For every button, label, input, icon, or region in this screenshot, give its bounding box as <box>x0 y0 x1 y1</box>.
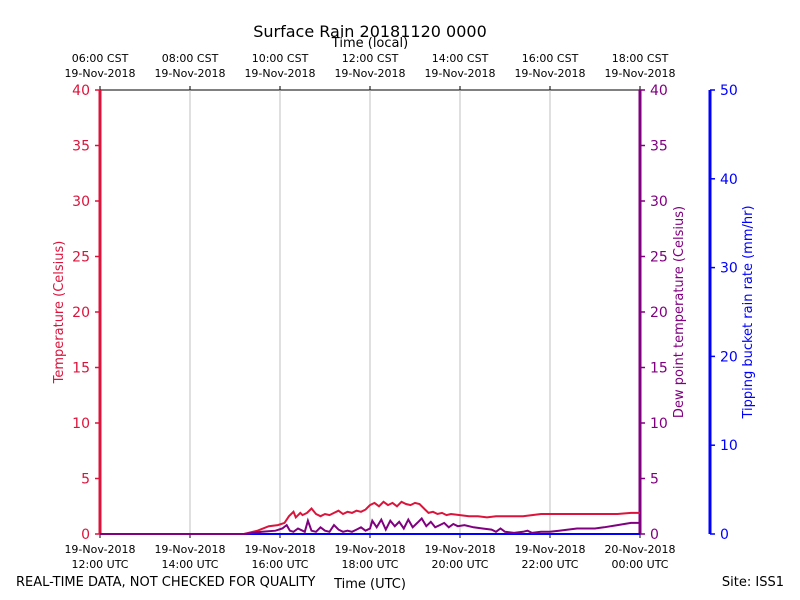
dewpoint-tick-label: 0 <box>650 527 659 543</box>
dewpoint-tick-label: 15 <box>650 361 668 377</box>
bottom-time-ticks: 19-Nov-2018 12:00 UTC 19-Nov-2018 14:00 UTC… <box>64 534 676 571</box>
bottom-tick-date: 19-Nov-2018 <box>64 543 135 556</box>
dewpoint-tick-label: 5 <box>650 472 659 488</box>
bottom-tick-date: 19-Nov-2018 <box>334 543 405 556</box>
top-tick-time: 06:00 CST <box>72 52 129 65</box>
bottom-tick-date: 19-Nov-2018 <box>154 543 225 556</box>
temperature-axis-label: Temperature (Celsius) <box>52 241 67 385</box>
top-tick-date: 19-Nov-2018 <box>154 67 225 80</box>
rainrate-axis-label: Tipping bucket rain rate (mm/hr) <box>741 205 756 419</box>
temperature-tick-label: 30 <box>72 194 90 210</box>
temperature-line <box>100 500 640 535</box>
top-time-ticks: 06:00 CST 19-Nov-2018 08:00 CST 19-Nov-2018… <box>64 52 676 90</box>
bottom-tick-time: 22:00 UTC <box>521 558 578 571</box>
dewpoint-tick-label: 10 <box>650 416 668 432</box>
temperature-tick-label: 15 <box>72 361 90 377</box>
rainrate-tick-label: 20 <box>720 349 738 365</box>
dewpoint-tick-label: 30 <box>650 194 668 210</box>
rainrate-tick-label: 50 <box>720 83 738 99</box>
temperature-axis-ticks: 0 5 10 15 20 25 30 35 40 <box>72 83 100 543</box>
rainrate-tick-label: 0 <box>720 527 729 543</box>
top-tick-date: 19-Nov-2018 <box>604 67 675 80</box>
top-axis-label: Time (local) <box>331 36 408 51</box>
rainrate-tick-label: 30 <box>720 261 738 277</box>
top-tick-time: 12:00 CST <box>342 52 399 65</box>
top-tick-time: 14:00 CST <box>432 52 489 65</box>
top-tick-time: 08:00 CST <box>162 52 219 65</box>
temperature-tick-label: 35 <box>72 139 90 155</box>
temperature-tick-label: 40 <box>72 83 90 99</box>
dewpoint-tick-label: 20 <box>650 305 668 321</box>
temperature-tick-label: 20 <box>72 305 90 321</box>
site-label: Site: ISS1 <box>721 575 784 590</box>
bottom-tick-time: 18:00 UTC <box>341 558 398 571</box>
top-tick-date: 19-Nov-2018 <box>64 67 135 80</box>
temperature-tick-label: 5 <box>81 472 90 488</box>
top-tick-time: 10:00 CST <box>252 52 309 65</box>
temperature-tick-label: 10 <box>72 416 90 432</box>
rainrate-tick-label: 10 <box>720 438 738 454</box>
dewpoint-tick-label: 35 <box>650 139 668 155</box>
bottom-tick-date: 20-Nov-2018 <box>604 543 675 556</box>
dewpoint-tick-label: 25 <box>650 250 668 266</box>
bottom-tick-time: 14:00 UTC <box>161 558 218 571</box>
bottom-tick-date: 19-Nov-2018 <box>244 543 315 556</box>
bottom-tick-time: 12:00 UTC <box>71 558 128 571</box>
top-tick-date: 19-Nov-2018 <box>514 67 585 80</box>
top-tick-date: 19-Nov-2018 <box>334 67 405 80</box>
x-axis-label: Time (UTC) <box>333 577 406 592</box>
rainrate-axis-ticks: 0 10 20 30 40 50 <box>710 83 738 543</box>
chart-title: Surface Rain 20181120 0000 <box>253 22 487 41</box>
bottom-tick-date: 19-Nov-2018 <box>514 543 585 556</box>
top-tick-date: 19-Nov-2018 <box>244 67 315 80</box>
temperature-tick-label: 0 <box>81 527 90 543</box>
dewpoint-line <box>100 516 640 535</box>
bottom-tick-time: 00:00 UTC <box>611 558 668 571</box>
bottom-tick-time: 20:00 UTC <box>431 558 488 571</box>
top-tick-date: 19-Nov-2018 <box>424 67 495 80</box>
dewpoint-axis-ticks: 0 5 10 15 20 25 30 35 40 <box>640 83 668 543</box>
dewpoint-axis-label: Dew point temperature (Celsius) <box>672 206 687 418</box>
bottom-tick-date: 19-Nov-2018 <box>424 543 495 556</box>
bottom-tick-time: 16:00 UTC <box>251 558 308 571</box>
dewpoint-tick-label: 40 <box>650 83 668 99</box>
vertical-gridlines <box>189 90 551 534</box>
top-tick-time: 16:00 CST <box>522 52 579 65</box>
temperature-tick-label: 25 <box>72 250 90 266</box>
top-tick-time: 18:00 CST <box>612 52 669 65</box>
quality-disclaimer: REAL-TIME DATA, NOT CHECKED FOR QUALITY <box>16 575 316 590</box>
rainrate-tick-label: 40 <box>720 172 738 188</box>
